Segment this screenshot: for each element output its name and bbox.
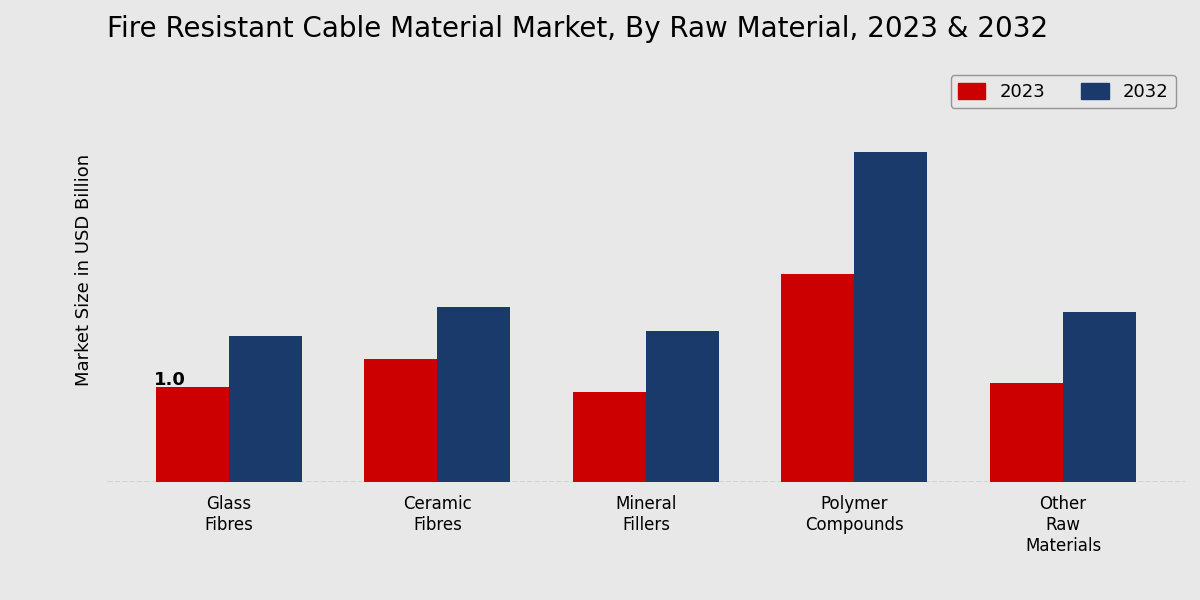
- Bar: [156, 388, 229, 482]
- Bar: [229, 335, 302, 482]
- Bar: [646, 331, 719, 482]
- Bar: [365, 359, 438, 482]
- Bar: [854, 152, 928, 482]
- Legend: 2023, 2032: 2023, 2032: [950, 76, 1176, 108]
- Y-axis label: Market Size in USD Billion: Market Size in USD Billion: [74, 154, 94, 386]
- Bar: [1063, 312, 1136, 482]
- Text: Fire Resistant Cable Material Market, By Raw Material, 2023 & 2032: Fire Resistant Cable Material Market, By…: [107, 15, 1048, 43]
- Bar: [572, 392, 646, 482]
- Bar: [990, 383, 1063, 482]
- Bar: [781, 274, 854, 482]
- Bar: [438, 307, 510, 482]
- Text: 1.0: 1.0: [154, 371, 185, 389]
